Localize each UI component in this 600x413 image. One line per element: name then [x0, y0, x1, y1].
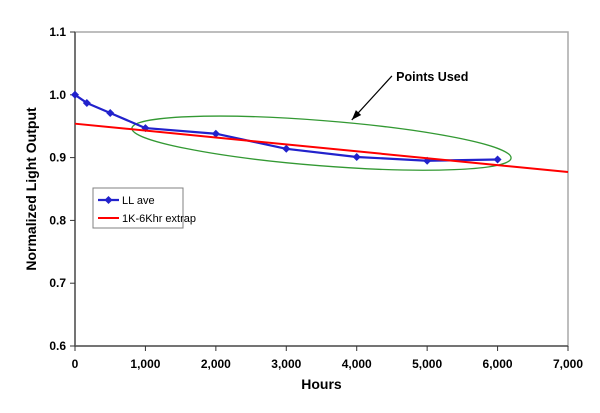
y-tick-label: 1.0 — [49, 88, 66, 102]
x-tick-label: 4,000 — [342, 357, 372, 371]
annotation-arrowhead — [351, 110, 362, 120]
y-tick-label: 0.9 — [49, 151, 66, 165]
x-tick-label: 7,000 — [553, 357, 583, 371]
x-tick-label: 6,000 — [483, 357, 513, 371]
x-tick-label: 5,000 — [412, 357, 442, 371]
legend-label: 1K-6Khr extrap — [122, 213, 196, 225]
x-tick-label: 2,000 — [201, 357, 231, 371]
data-point — [106, 109, 115, 118]
legend-box — [92, 187, 184, 229]
data-point — [82, 98, 91, 107]
x-tick-label: 0 — [72, 357, 79, 371]
legend-marker — [104, 196, 113, 204]
data-point — [352, 152, 361, 161]
legend-label: LL ave — [122, 195, 155, 207]
y-tick-label: 1.1 — [49, 25, 66, 39]
y-axis-title: Normalized Light Output — [23, 107, 39, 271]
x-tick-label: 3,000 — [271, 357, 301, 371]
data-point — [493, 155, 502, 164]
points-used-ellipse — [131, 115, 512, 171]
y-tick-label: 0.7 — [49, 276, 66, 290]
x-tick-label: 1,000 — [130, 357, 160, 371]
y-tick-label: 0.8 — [49, 213, 66, 227]
data-point — [71, 90, 79, 99]
data-point — [211, 129, 220, 138]
data-point — [282, 144, 291, 153]
annotation-label: Points Used — [396, 70, 468, 84]
y-tick-label: 0.6 — [49, 339, 66, 353]
x-axis-title: Hours — [301, 376, 342, 392]
series-line-1k-6khr-extrap — [74, 122, 569, 174]
